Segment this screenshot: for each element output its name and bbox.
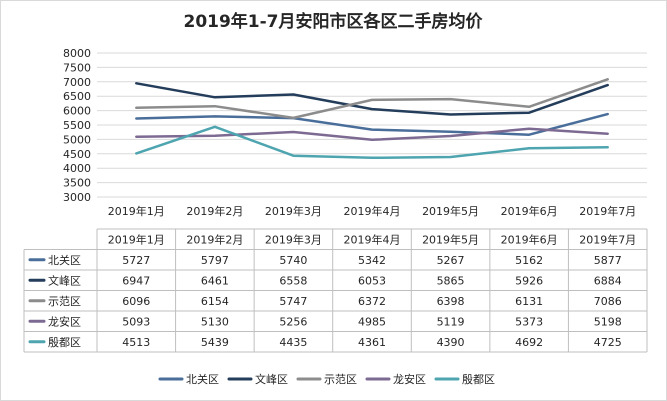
y-tick-label: 8000 [63, 47, 91, 60]
y-tick-label: 6500 [63, 90, 91, 103]
x-tick-label: 2019年4月 [344, 204, 401, 218]
table-cell: 5093 [122, 315, 150, 328]
table-cell: 6947 [122, 274, 150, 287]
y-tick-label: 3000 [63, 191, 91, 204]
table-cell: 5727 [122, 254, 150, 267]
table-cell: 6131 [515, 295, 543, 308]
y-tick-label: 7000 [63, 76, 91, 89]
y-tick-label: 7500 [63, 61, 91, 74]
table-series-name: 北关区 [48, 253, 81, 267]
table-cell: 4725 [594, 336, 622, 349]
table-series-name: 殷都区 [48, 336, 81, 349]
legend-label: 示范区 [324, 372, 357, 386]
table-series-name: 龙安区 [48, 314, 81, 328]
legend-label: 文峰区 [255, 372, 288, 386]
table-cell: 6558 [279, 274, 307, 287]
table-cell: 6053 [358, 274, 386, 287]
table-cell: 5342 [358, 254, 386, 267]
table-header-cell: 2019年1月 [108, 232, 165, 246]
series-line [135, 78, 609, 120]
table-cell: 5119 [437, 315, 465, 328]
table-cell: 4390 [437, 336, 465, 349]
table-header-cell: 2019年4月 [344, 232, 401, 246]
table-cell: 5797 [201, 254, 229, 267]
series-line [135, 82, 609, 116]
y-tick-label: 3500 [63, 177, 91, 190]
table-cell: 7086 [594, 295, 622, 308]
legend-label: 龙安区 [393, 372, 426, 386]
table-cell: 5130 [201, 315, 229, 328]
table-cell: 4692 [515, 336, 543, 349]
y-tick-label: 4500 [63, 148, 91, 161]
y-tick-label: 6000 [63, 105, 91, 118]
table-cell: 6461 [201, 274, 229, 287]
legend-label: 殷都区 [462, 373, 495, 386]
x-tick-label: 2019年6月 [501, 204, 558, 218]
table-cell: 6096 [122, 295, 150, 308]
x-tick-label: 2019年2月 [186, 204, 243, 218]
x-tick-label: 2019年1月 [108, 204, 165, 218]
table-cell: 4513 [122, 336, 150, 349]
table-cell: 6372 [358, 295, 386, 308]
table-header-cell: 2019年5月 [422, 232, 479, 246]
series-line [135, 112, 609, 136]
legend-label: 北关区 [186, 372, 219, 386]
table-cell: 5198 [594, 315, 622, 328]
table-cell: 5865 [437, 274, 465, 287]
table-series-name: 文峰区 [48, 273, 81, 287]
x-tick-label: 2019年5月 [422, 204, 479, 218]
y-tick-label: 4000 [63, 162, 91, 175]
table-cell: 5373 [515, 315, 543, 328]
x-tick-label: 2019年7月 [579, 204, 636, 218]
table-header-cell: 2019年7月 [579, 232, 636, 246]
table-header-cell: 2019年6月 [501, 232, 558, 246]
y-tick-label: 5000 [63, 133, 91, 146]
table-cell: 5256 [279, 315, 307, 328]
table-cell: 5740 [279, 254, 307, 267]
table-cell: 5747 [279, 295, 307, 308]
series-line [135, 127, 609, 142]
table-cell: 5877 [594, 254, 622, 267]
y-tick-label: 5500 [63, 119, 91, 132]
table-cell: 4361 [358, 336, 386, 349]
table-cell: 6154 [201, 295, 229, 308]
table-cell: 6884 [594, 274, 622, 287]
table-cell: 6398 [437, 295, 465, 308]
table-cell: 5439 [201, 336, 229, 349]
table-cell: 5267 [437, 254, 465, 267]
table-header-cell: 2019年2月 [186, 232, 243, 246]
table-cell: 5162 [515, 254, 543, 267]
table-series-name: 示范区 [48, 294, 81, 308]
chart-title: 2019年1-7月安阳市区各区二手房均价 [183, 11, 483, 32]
table-cell: 4435 [279, 336, 307, 349]
series-line [135, 125, 609, 160]
table-cell: 5926 [515, 274, 543, 287]
table-cell: 4985 [358, 315, 386, 328]
table-header-cell: 2019年3月 [265, 232, 322, 246]
x-tick-label: 2019年3月 [265, 204, 322, 218]
